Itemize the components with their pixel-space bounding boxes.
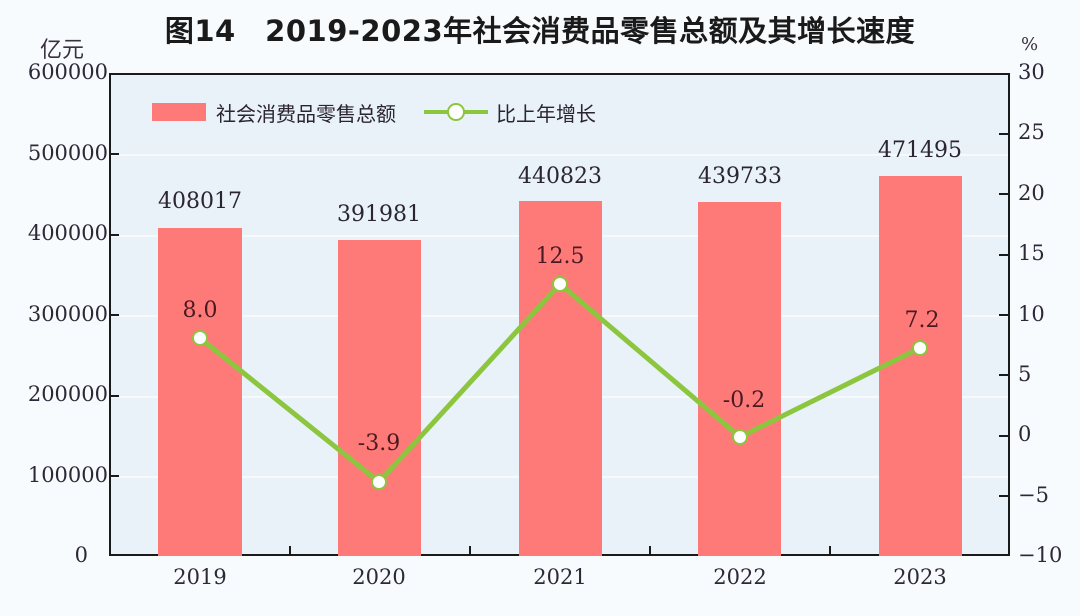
bar-value-label: 408017 [158,189,242,214]
x-tick-label: 2022 [713,565,767,589]
y-tick-right: 15 [1018,241,1045,265]
y-tick-left: 300000 [27,302,108,326]
y-tick-left: 0 [74,543,88,567]
bar-2021 [519,201,602,556]
bar-2019 [158,228,242,556]
growth-value-label: -3.9 [357,431,401,456]
growth-value-label: 12.5 [535,244,585,269]
growth-value-label: 8.0 [182,298,218,323]
bar-value-label: 391981 [337,202,421,227]
y-tick-right: 0 [1018,422,1032,446]
tick-mark [109,395,119,397]
x-tick-label: 2020 [352,565,406,589]
x-tick-label: 2021 [533,565,587,589]
tick-mark [109,314,119,316]
tick-mark [999,435,1009,437]
legend-bar-label: 社会消费品零售总额 [216,101,396,126]
chart-title: 图14 2019-2023年社会消费品零售总额及其增长速度 [164,14,916,48]
bar-2023 [879,176,962,556]
y-tick-left: 400000 [27,221,108,245]
bar-value-label: 440823 [518,164,602,189]
y-tick-left: 600000 [27,60,108,84]
tick-mark [999,374,1009,376]
tick-mark [999,495,1009,497]
tick-mark [999,314,1009,316]
y-tick-left: 200000 [27,382,108,406]
gridline [111,154,1008,156]
y-tick-left: 100000 [27,463,108,487]
y-tick-right: 5 [1018,362,1032,386]
tick-mark [109,475,119,477]
right-axis-unit: % [1021,34,1039,55]
tick-mark [109,234,119,236]
bar-2020 [338,240,421,556]
tick-mark [999,254,1009,256]
x-tick-label: 2023 [893,565,947,589]
left-axis-unit: 亿元 [40,38,85,63]
tick-mark [999,133,1009,135]
x-tick-mark [289,546,291,556]
x-tick-label: 2019 [173,565,227,589]
y-tick-right: 20 [1018,181,1045,205]
y-tick-left: 500000 [27,141,108,165]
y-tick-right: −10 [1018,543,1063,567]
legend-line-label: 比上年增长 [496,101,596,126]
x-tick-mark [829,546,831,556]
bar-2022 [698,202,781,556]
y-tick-right: −5 [1018,483,1049,507]
y-tick-right: 30 [1018,60,1045,84]
bar-value-label: 439733 [698,164,782,189]
y-tick-right: 10 [1018,302,1045,326]
legend-bar-swatch-icon [152,103,206,121]
growth-value-label: -0.2 [722,388,766,413]
y-tick-right: 25 [1018,120,1045,144]
legend: 社会消费品零售总额 比上年增长 [152,97,596,127]
tick-mark [999,193,1009,195]
legend-line-marker-icon [424,102,488,122]
x-tick-mark [469,546,471,556]
x-tick-mark [649,546,651,556]
growth-value-label: 7.2 [904,308,940,333]
bar-value-label: 471495 [878,138,962,163]
tick-mark [109,153,119,155]
